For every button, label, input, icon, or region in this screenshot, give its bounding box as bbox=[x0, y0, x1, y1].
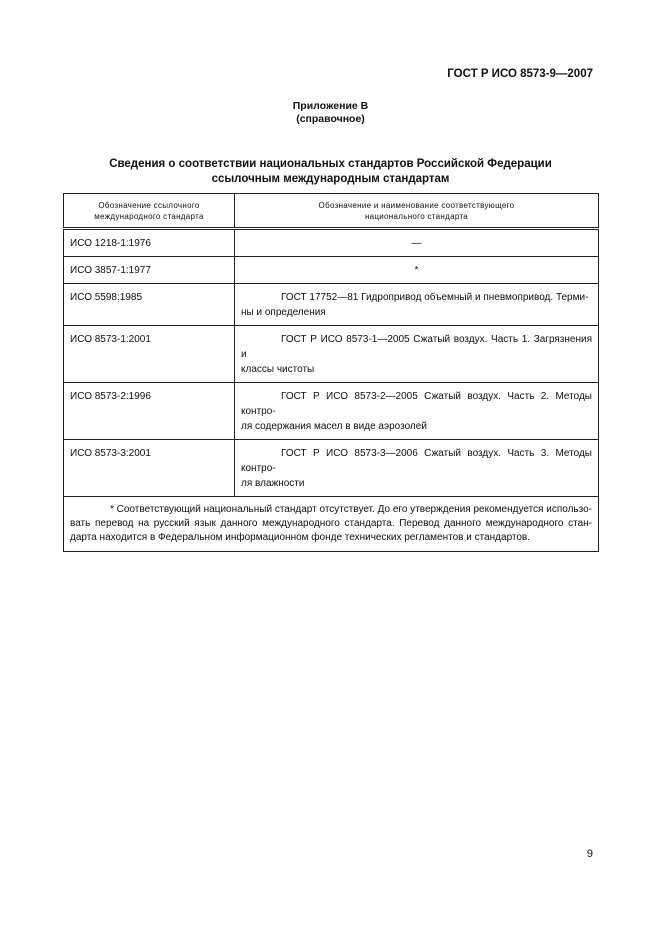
standards-table: Обозначение ссылочного международного ста… bbox=[63, 193, 599, 552]
appendix-subtitle: (справочное) bbox=[296, 113, 365, 125]
header-text: национального стандарта bbox=[364, 211, 469, 221]
footnote-line: дарта находится в Федеральном информацио… bbox=[70, 532, 531, 543]
table-row: ИСО 8573-1:2001 ГОСТ Р ИСО 8573-1—2005 Сж… bbox=[63, 325, 599, 383]
appendix-title: Приложение В bbox=[292, 100, 369, 112]
national-cell: ГОСТ Р ИСО 8573-2—2005 Сжатый воздух. Ча… bbox=[234, 382, 599, 440]
national-text: — bbox=[411, 238, 422, 249]
table-header-row: Обозначение ссылочного международного ста… bbox=[63, 193, 599, 230]
table-row: ИСО 8573-2:1996 ГОСТ Р ИСО 8573-2—2005 Сж… bbox=[63, 382, 599, 440]
appendix-heading: Приложение В (справочное) bbox=[0, 100, 661, 126]
standard-designation: ГОСТ Р ИСО 8573-9—2007 bbox=[447, 68, 593, 80]
national-cell: ГОСТ Р ИСО 8573-3—2006 Сжатый воздух. Ча… bbox=[234, 439, 599, 497]
page-number: 9 bbox=[586, 848, 593, 860]
footnote-line: вать перевод на русский язык данного меж… bbox=[70, 518, 592, 529]
header-text: международного стандарта bbox=[94, 211, 204, 221]
iso-cell: ИСО 3857-1:1977 bbox=[63, 256, 235, 284]
table-row: ИСО 5598:1985 ГОСТ 17752—81 Гидропривод о… bbox=[63, 283, 599, 326]
iso-cell: ИСО 1218-1:1976 bbox=[63, 228, 235, 257]
table-title: Сведения о соответствии национальных ста… bbox=[0, 157, 661, 187]
national-text: ГОСТ 17752—81 Гидропривод объемный и пне… bbox=[281, 292, 589, 303]
national-text: ГОСТ Р ИСО 8573-2—2005 Сжатый воздух. Ча… bbox=[241, 391, 592, 417]
table-title-line: ссылочным международным стандартам bbox=[211, 173, 450, 185]
header-text: Обозначение и наименование соответствующ… bbox=[318, 200, 515, 210]
national-text: ля влажности bbox=[241, 478, 305, 489]
table-row: ИСО 1218-1:1976 — bbox=[63, 228, 599, 257]
table-row: ИСО 3857-1:1977 * bbox=[63, 256, 599, 284]
header-cell-iso: Обозначение ссылочного международного ста… bbox=[63, 193, 235, 230]
iso-cell: ИСО 8573-1:2001 bbox=[63, 325, 235, 383]
national-text: ля содержания масел в виде аэрозолей bbox=[241, 421, 427, 432]
national-text: ны и определения bbox=[241, 307, 326, 318]
national-text: ГОСТ Р ИСО 8573-3—2006 Сжатый воздух. Ча… bbox=[241, 448, 592, 474]
footnote: * Соответствующий национальный стандарт … bbox=[63, 496, 599, 552]
footnote-row: * Соответствующий национальный стандарт … bbox=[63, 496, 599, 552]
national-cell: — bbox=[234, 228, 599, 257]
footnote-line: * Соответствующий национальный стандарт … bbox=[110, 504, 592, 515]
iso-cell: ИСО 5598:1985 bbox=[63, 283, 235, 326]
national-text: ГОСТ Р ИСО 8573-1—2005 Сжатый воздух. Ча… bbox=[241, 334, 592, 360]
national-text: * bbox=[414, 265, 419, 276]
iso-cell: ИСО 8573-3:2001 bbox=[63, 439, 235, 497]
national-cell: * bbox=[234, 256, 599, 284]
national-cell: ГОСТ 17752—81 Гидропривод объемный и пне… bbox=[234, 283, 599, 326]
iso-cell: ИСО 8573-2:1996 bbox=[63, 382, 235, 440]
national-cell: ГОСТ Р ИСО 8573-1—2005 Сжатый воздух. Ча… bbox=[234, 325, 599, 383]
table-title-line: Сведения о соответствии национальных ста… bbox=[109, 158, 552, 170]
table-row: ИСО 8573-3:2001 ГОСТ Р ИСО 8573-3—2006 Сж… bbox=[63, 439, 599, 497]
header-text: Обозначение ссылочного bbox=[98, 200, 200, 210]
national-text: классы чистоты bbox=[241, 364, 315, 375]
header-cell-national: Обозначение и наименование соответствующ… bbox=[234, 193, 599, 230]
